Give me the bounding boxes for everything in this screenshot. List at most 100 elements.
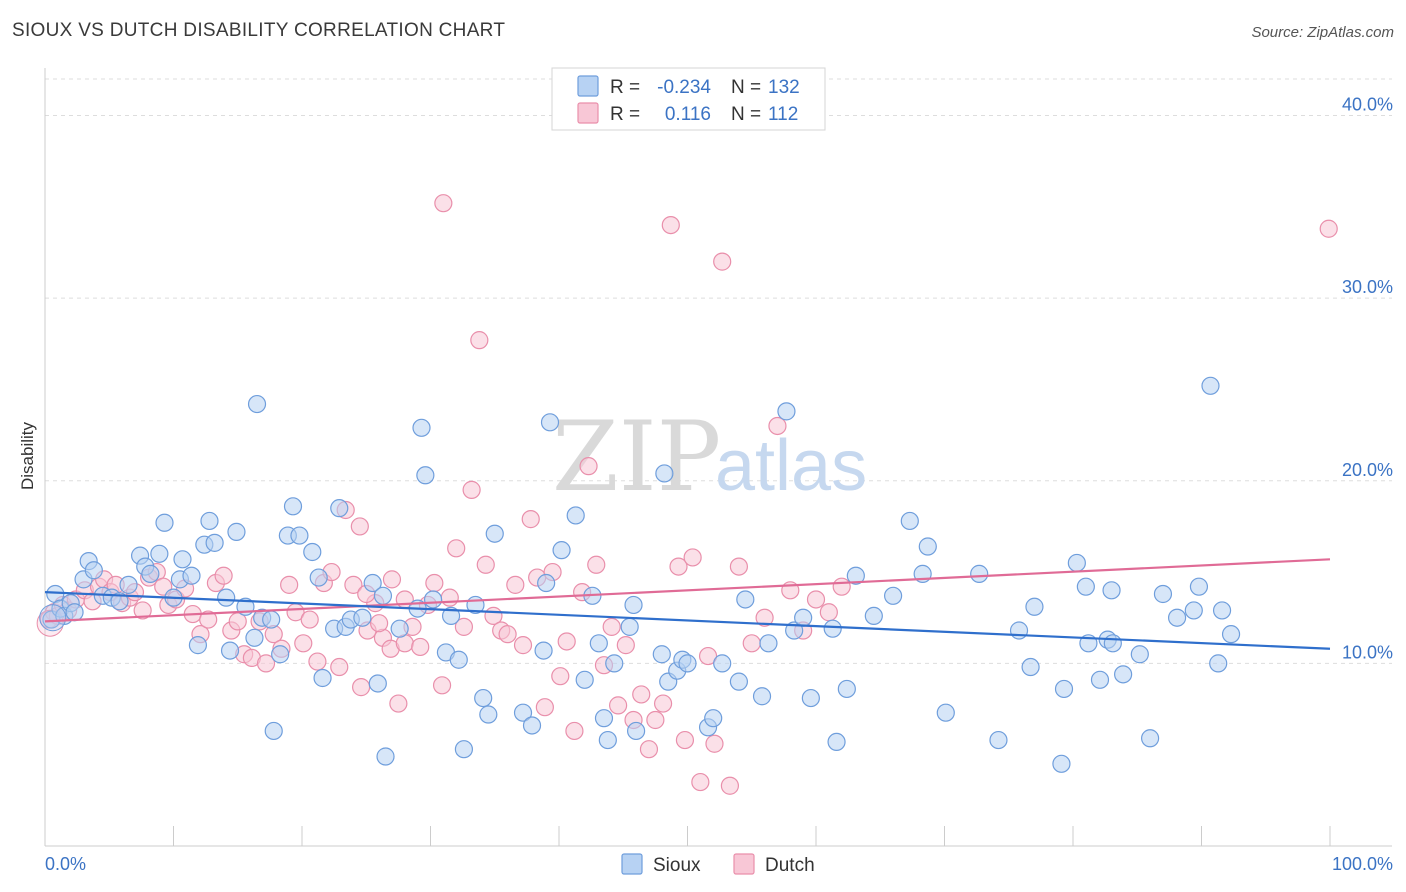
dutch-point xyxy=(609,696,628,715)
sioux-point xyxy=(823,619,842,638)
x-tick-labels: 0.0% 100.0% xyxy=(45,854,1393,874)
sioux-point xyxy=(363,573,382,593)
sioux-point xyxy=(119,575,138,594)
sioux-legend-label: Sioux xyxy=(653,855,701,876)
sioux-point xyxy=(271,645,290,664)
y-tick-label: 20.0% xyxy=(1342,460,1393,480)
sioux-point xyxy=(1052,754,1071,773)
sioux-point xyxy=(309,568,328,587)
sioux-point xyxy=(513,703,533,722)
dutch-point xyxy=(432,676,452,695)
dutch-point xyxy=(742,634,761,653)
sioux-points xyxy=(39,376,1241,773)
dutch-point xyxy=(683,548,702,567)
sioux-point xyxy=(837,679,856,699)
sioux-point xyxy=(624,595,643,615)
sioux-point xyxy=(1189,577,1209,596)
dutch-point xyxy=(698,646,718,666)
sioux-point xyxy=(552,541,571,560)
y-axis-title: Disability xyxy=(18,421,37,490)
sioux-point xyxy=(205,533,224,552)
dutch-point xyxy=(199,610,218,629)
sioux-point xyxy=(626,721,646,741)
sioux-point xyxy=(1025,597,1044,616)
dutch-point xyxy=(661,215,680,235)
dutch-r-label: R = xyxy=(610,104,640,125)
dutch-point xyxy=(350,517,369,536)
dutch-point xyxy=(632,685,651,704)
x-tick-label-start: 0.0% xyxy=(45,854,86,874)
sioux-point xyxy=(416,466,435,485)
sioux-point xyxy=(589,634,608,653)
watermark: ZIP atlas xyxy=(552,401,867,513)
sioux-point xyxy=(678,654,697,673)
dutch-point xyxy=(819,603,838,622)
dutch-point xyxy=(440,588,459,607)
sioux-point xyxy=(449,650,468,669)
sioux-point xyxy=(864,606,883,626)
sioux-point xyxy=(989,730,1008,750)
sioux-point xyxy=(376,747,395,766)
sioux-point xyxy=(313,668,332,688)
dutch-point xyxy=(535,698,554,717)
dutch-point xyxy=(498,625,517,644)
dutch-point xyxy=(691,772,710,792)
dutch-point xyxy=(434,194,453,213)
dutch-point xyxy=(513,636,533,655)
sioux-n-value: 132 xyxy=(768,77,800,98)
sioux-point xyxy=(883,586,903,605)
source-credit: Source: ZipAtlas.com xyxy=(1251,24,1394,41)
dutch-point xyxy=(294,634,313,653)
sioux-point xyxy=(1212,601,1232,620)
sioux-point xyxy=(846,566,865,585)
sioux-point xyxy=(1114,665,1133,684)
sioux-r-label: R = xyxy=(610,77,640,98)
sioux-point xyxy=(1167,608,1187,627)
sioux-point xyxy=(423,590,443,609)
stats-legend: R = -0.234 N = 132 R = 0.116 N = 112 xyxy=(551,67,826,131)
dutch-point xyxy=(832,577,851,596)
dutch-n-label: N = xyxy=(731,104,761,125)
dutch-point xyxy=(352,678,371,697)
dutch-point xyxy=(565,721,584,741)
sioux-point xyxy=(1201,376,1220,395)
dutch-point xyxy=(133,601,152,620)
dutch-point xyxy=(447,539,466,558)
trend-lines xyxy=(44,558,1331,650)
sioux-point xyxy=(522,716,542,735)
sioux-point xyxy=(1103,634,1122,653)
dutch-point xyxy=(300,610,319,629)
sioux-point xyxy=(150,544,169,563)
sioux-point xyxy=(736,590,755,609)
sioux-point xyxy=(390,619,409,638)
sioux-point xyxy=(479,705,498,724)
dutch-point xyxy=(280,575,299,594)
sioux-point xyxy=(368,674,387,693)
sioux-legend-swatch xyxy=(577,75,599,97)
dutch-point xyxy=(639,740,659,759)
sioux-r-value: -0.234 xyxy=(657,77,711,98)
dutch-point xyxy=(389,694,408,713)
sioux-point xyxy=(594,709,614,728)
dutch-point xyxy=(551,667,570,686)
sioux-cluster-point xyxy=(39,604,67,632)
dutch-point xyxy=(675,730,695,750)
sioux-point xyxy=(970,564,989,583)
sioux-point xyxy=(283,497,303,516)
sioux-bottom-swatch xyxy=(621,853,643,875)
dutch-point xyxy=(729,557,749,576)
sioux-point xyxy=(534,641,553,660)
dutch-point xyxy=(470,331,489,350)
dutch-point xyxy=(370,614,389,633)
sioux-point xyxy=(655,464,674,483)
sioux-point xyxy=(1076,577,1095,596)
sioux-point xyxy=(900,511,919,531)
sioux-point xyxy=(412,418,431,437)
sioux-point xyxy=(200,511,219,531)
watermark-zip: ZIP xyxy=(552,401,721,513)
sioux-point xyxy=(474,688,493,708)
y-tick-label: 10.0% xyxy=(1342,642,1393,662)
dutch-trend-line xyxy=(44,558,1331,623)
y-tick-label: 40.0% xyxy=(1342,95,1393,115)
sioux-point xyxy=(1054,679,1074,699)
